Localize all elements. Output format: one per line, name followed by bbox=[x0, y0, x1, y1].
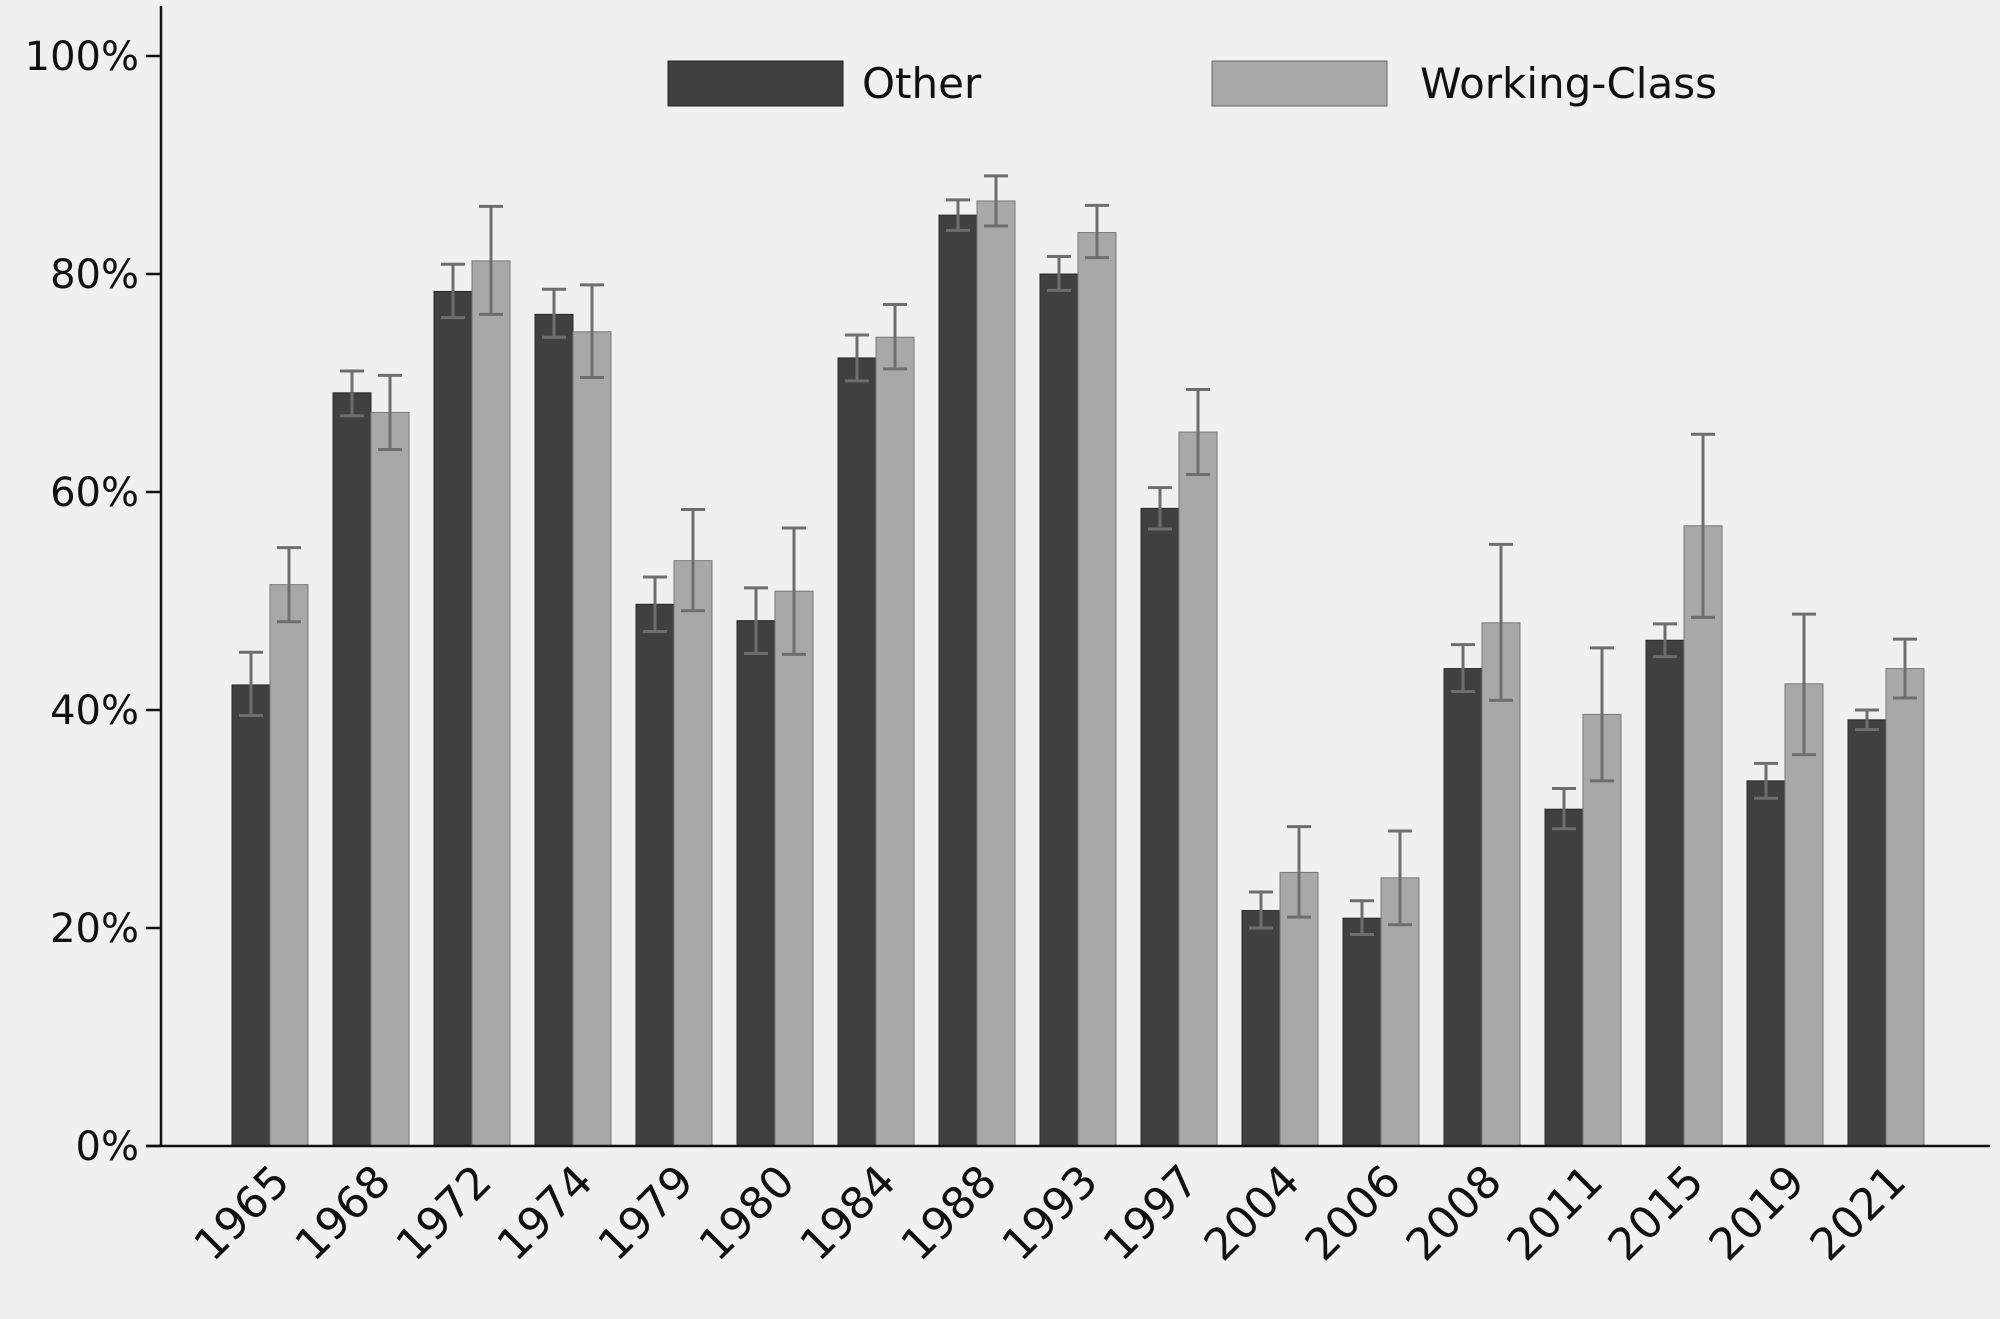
bar-working-class-2019 bbox=[1784, 683, 1824, 1147]
bar-working-class-1965 bbox=[269, 584, 309, 1147]
bar-other-1974 bbox=[534, 313, 574, 1147]
bar-working-class-1993 bbox=[1077, 232, 1117, 1147]
legend: Other Working-Class bbox=[667, 59, 1717, 108]
y-tick-label: 80% bbox=[50, 252, 139, 298]
bar-other-1965 bbox=[231, 684, 271, 1147]
bar-working-class-1979 bbox=[673, 560, 713, 1147]
bar-working-class-1997 bbox=[1178, 431, 1218, 1147]
bar-other-1993 bbox=[1039, 273, 1079, 1147]
bar-other-1980 bbox=[736, 620, 776, 1147]
bar-working-class-1984 bbox=[875, 336, 915, 1147]
bar-working-class-1980 bbox=[774, 590, 814, 1147]
bar-other-1984 bbox=[837, 357, 877, 1147]
y-tick-label: 0% bbox=[76, 1124, 139, 1170]
legend-label-other: Other bbox=[862, 59, 982, 108]
bar-working-class-2015 bbox=[1683, 525, 1723, 1147]
bar-working-class-2021 bbox=[1885, 668, 1925, 1147]
y-tick-label: 60% bbox=[50, 470, 139, 516]
y-tick-label: 20% bbox=[50, 906, 139, 952]
legend-label-working-class: Working-Class bbox=[1420, 59, 1717, 108]
bar-other-2011 bbox=[1544, 808, 1584, 1147]
bar-working-class-2008 bbox=[1481, 622, 1521, 1147]
bar-other-1988 bbox=[938, 214, 978, 1147]
y-tick-label: 100% bbox=[25, 34, 139, 80]
bar-working-class-1968 bbox=[370, 411, 410, 1147]
bar-working-class-1972 bbox=[471, 260, 511, 1147]
bar-other-1997 bbox=[1140, 507, 1180, 1147]
bar-working-class-1988 bbox=[976, 200, 1016, 1147]
bar-other-2021 bbox=[1847, 719, 1887, 1147]
y-tick-label: 40% bbox=[50, 688, 139, 734]
legend-swatch-other bbox=[667, 60, 844, 107]
legend-swatch-working-class bbox=[1211, 60, 1388, 107]
bar-other-1968 bbox=[332, 392, 372, 1147]
bar-other-1979 bbox=[635, 603, 675, 1147]
bar-other-2004 bbox=[1241, 910, 1281, 1147]
bar-other-2019 bbox=[1746, 780, 1786, 1147]
bar-other-2006 bbox=[1342, 917, 1382, 1147]
bar-working-class-2011 bbox=[1582, 713, 1622, 1147]
bar-other-2015 bbox=[1645, 639, 1685, 1147]
bar-other-2008 bbox=[1443, 668, 1483, 1147]
bar-other-1972 bbox=[433, 290, 473, 1147]
bar-working-class-1974 bbox=[572, 331, 612, 1147]
